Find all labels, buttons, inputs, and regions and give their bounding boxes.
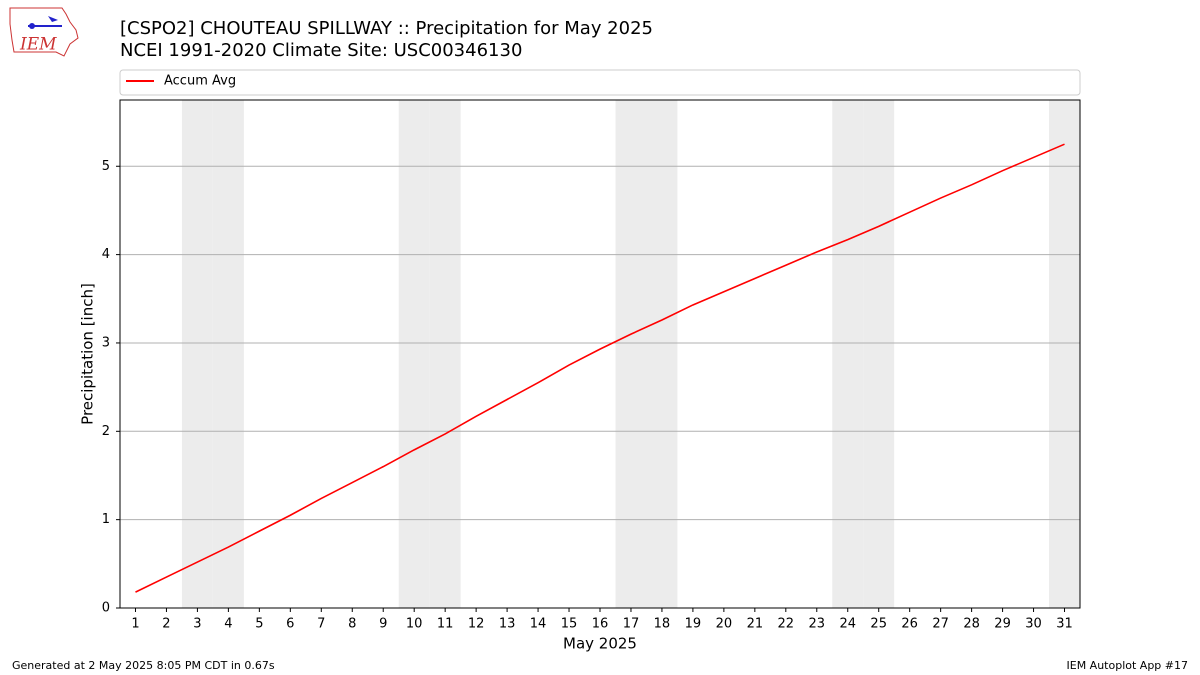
- x-tick-label: 9: [379, 617, 387, 632]
- chart-subtitle: NCEI 1991-2020 Climate Site: USC00346130: [120, 40, 522, 61]
- x-tick-label: 15: [561, 617, 578, 632]
- x-tick-label: 3: [193, 617, 201, 632]
- logo: IEM: [9, 7, 79, 57]
- x-tick-label: 8: [348, 617, 356, 632]
- y-tick-label: 5: [102, 159, 110, 174]
- x-tick-label: 24: [839, 617, 856, 632]
- legend-label: Accum Avg: [164, 74, 236, 89]
- weekend-shade: [1049, 100, 1080, 608]
- x-tick-label: 5: [255, 617, 263, 632]
- x-tick-label: 21: [747, 617, 764, 632]
- x-tick-label: 30: [1025, 617, 1042, 632]
- x-tick-label: 20: [716, 617, 733, 632]
- data-line: [135, 143, 1065, 593]
- weekend-shade: [212, 100, 244, 608]
- x-tick-label: 23: [809, 617, 826, 632]
- x-tick-label: 17: [623, 617, 640, 632]
- logo-text: IEM: [19, 35, 57, 55]
- y-tick-label: 2: [102, 424, 110, 439]
- chart-title: [CSPO2] CHOUTEAU SPILLWAY :: Precipitati…: [120, 18, 653, 39]
- x-tick-label: 4: [224, 617, 232, 632]
- weekend-shade: [863, 100, 895, 608]
- x-tick-label: 16: [592, 617, 609, 632]
- x-tick-label: 10: [406, 617, 423, 632]
- weekend-shade: [615, 100, 647, 608]
- y-tick-label: 3: [102, 335, 110, 350]
- x-tick-label: 6: [286, 617, 294, 632]
- weekend-shade: [398, 100, 430, 608]
- x-tick-label: 26: [901, 617, 918, 632]
- y-tick-label: 0: [102, 601, 110, 616]
- x-tick-label: 19: [685, 617, 702, 632]
- footer-left: Generated at 2 May 2025 8:05 PM CDT in 0…: [12, 659, 275, 672]
- legend-box: [119, 69, 1081, 96]
- weekend-shade: [646, 100, 678, 608]
- weekend-shade: [429, 100, 461, 608]
- x-tick-label: 13: [499, 617, 516, 632]
- x-tick-label: 27: [932, 617, 949, 632]
- x-tick-label: 12: [468, 617, 485, 632]
- weekend-shade: [181, 100, 213, 608]
- x-tick-label: 28: [963, 617, 980, 632]
- weekend-shade: [832, 100, 864, 608]
- x-tick-label: 18: [654, 617, 671, 632]
- y-tick-label: 1: [102, 512, 110, 527]
- x-tick-label: 14: [530, 617, 547, 632]
- x-axis-label: May 2025: [563, 635, 637, 653]
- y-axis-label: Precipitation [inch]: [79, 283, 97, 425]
- footer-right: IEM Autoplot App #17: [1067, 659, 1189, 672]
- x-tick-label: 29: [994, 617, 1011, 632]
- plot-frame: [119, 99, 1081, 609]
- y-tick-label: 4: [102, 247, 110, 262]
- x-tick-label: 1: [131, 617, 139, 632]
- x-tick-label: 31: [1056, 617, 1073, 632]
- x-tick-label: 25: [870, 617, 887, 632]
- x-tick-label: 7: [317, 617, 325, 632]
- x-tick-label: 2: [162, 617, 170, 632]
- x-tick-label: 11: [437, 617, 454, 632]
- x-tick-label: 22: [778, 617, 795, 632]
